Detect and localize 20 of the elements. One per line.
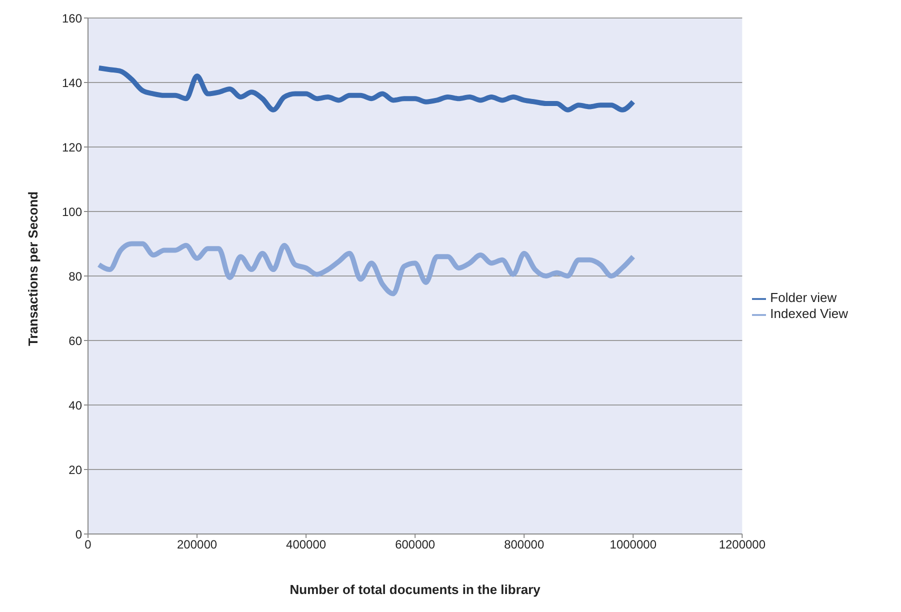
x-tick-label: 1000000 xyxy=(610,538,657,552)
y-tick-label: 160 xyxy=(62,11,82,26)
x-tick-label: 600000 xyxy=(395,538,436,552)
y-tick-label: 80 xyxy=(68,269,82,284)
y-tick-label: 60 xyxy=(68,334,82,348)
x-tick-label: 1200000 xyxy=(718,538,766,552)
y-tick-label: 20 xyxy=(68,462,82,477)
x-axis-title: Number of total documents in the library xyxy=(290,582,542,597)
y-tick-label: 40 xyxy=(68,398,82,412)
y-tick-label: 120 xyxy=(62,140,82,154)
legend-label: Indexed View xyxy=(770,306,848,321)
legend-label: Folder view xyxy=(770,290,837,306)
x-tick-label: 200000 xyxy=(177,538,218,552)
x-tick-label: 0 xyxy=(84,538,92,552)
y-tick-label: 0 xyxy=(75,527,82,542)
x-tick-label: 400000 xyxy=(286,538,326,552)
y-axis-title: Transactions per Second xyxy=(26,191,41,346)
y-tick-label: 140 xyxy=(62,76,82,90)
x-tick-label: 800000 xyxy=(504,538,544,552)
y-tick-label: 100 xyxy=(62,204,82,219)
